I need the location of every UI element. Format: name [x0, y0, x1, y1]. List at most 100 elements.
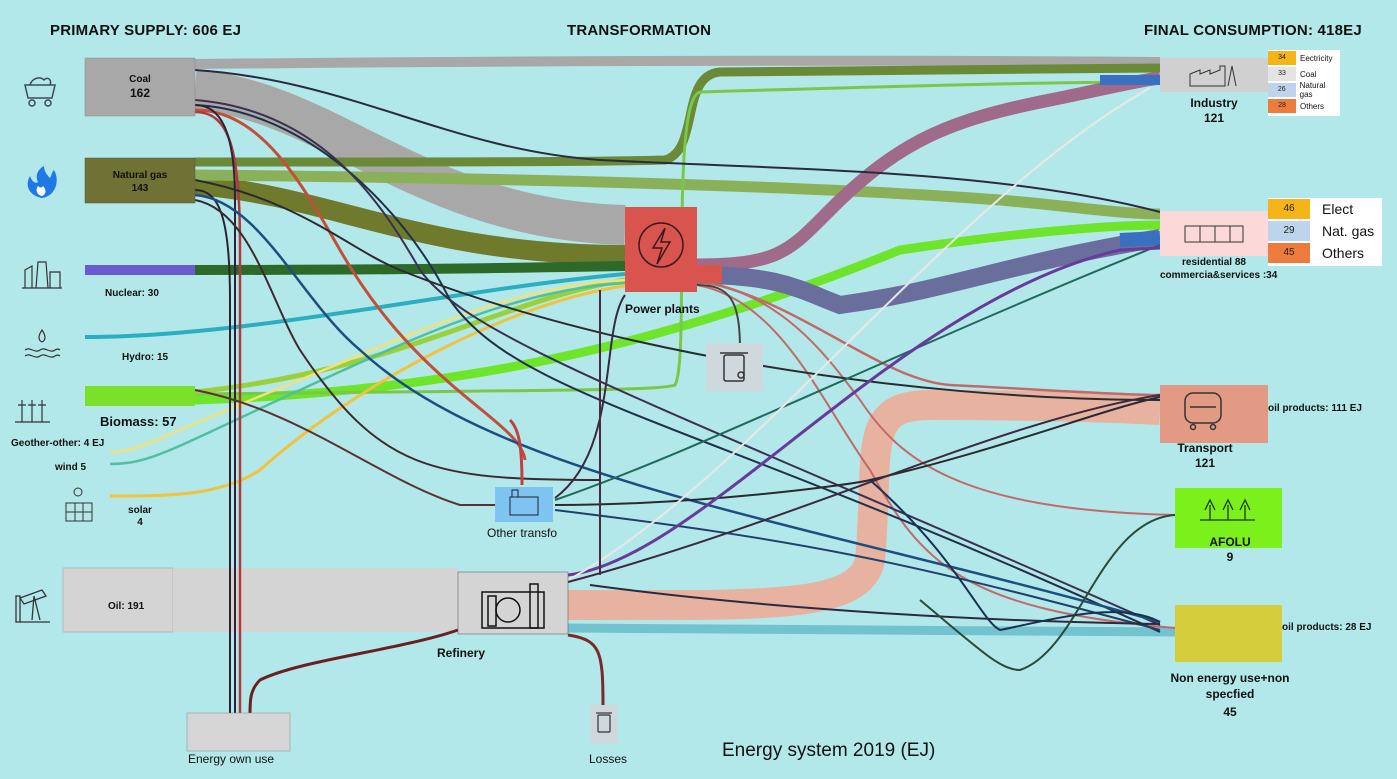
nonenergy-value: 45	[1223, 705, 1237, 719]
legend-row: 28 Others	[1268, 98, 1340, 114]
nonenergy-label: Non energy use+non	[1170, 671, 1290, 685]
nuclear-label: Nuclear: 30	[105, 288, 159, 299]
losses-label: Losses	[589, 752, 628, 766]
flow-biomass-source	[85, 386, 195, 406]
flame-icon	[27, 166, 57, 198]
losses-box	[590, 705, 618, 743]
transformation-header: TRANSFORMATION	[567, 22, 712, 39]
nonenergy-box	[1175, 605, 1282, 662]
hydro-icon	[24, 328, 61, 358]
legend-row: 46 Elect	[1268, 198, 1382, 220]
coal-value: 162	[129, 86, 151, 100]
legend-value: 45	[1268, 243, 1310, 263]
legend-row: 29 Nat. gas	[1268, 220, 1382, 242]
legend-label: Others	[1322, 245, 1365, 261]
primary-supply-header: PRIMARY SUPPLY: 606 EJ	[50, 22, 242, 39]
transport-box	[1160, 385, 1268, 443]
biomass-icon	[15, 400, 50, 423]
trash-icon-losses	[596, 712, 612, 733]
refinery-label: Refinery	[437, 646, 486, 660]
legend-label: Natural gas	[1299, 81, 1326, 99]
legend-value: 28	[1268, 99, 1296, 113]
final-consumption-header: FINAL CONSUMPTION: 418EJ	[1144, 22, 1362, 39]
legend-row: 33 Coal	[1268, 66, 1340, 82]
legend-value: 46	[1268, 199, 1310, 219]
solar-panel-icon	[65, 487, 93, 522]
biomass-label: Biomass: 57	[100, 414, 177, 429]
flow-coal-industry	[194, 55, 1161, 69]
diagram-title: Energy system 2019 (EJ)	[722, 740, 936, 761]
industry-label: Industry	[1190, 96, 1238, 110]
solar-label: solar	[128, 505, 152, 516]
flow-solar-powerplants	[109, 284, 626, 498]
legend-row: 26 Natural gas	[1268, 81, 1340, 99]
gas-label: Natural gas	[112, 170, 168, 181]
other-transfo-box	[495, 487, 553, 522]
refinery-icon	[481, 583, 545, 629]
oil-pump-icon	[15, 589, 50, 623]
legend-row: 34 Eectricity	[1268, 50, 1340, 66]
coal-cart-icon	[24, 77, 56, 107]
legend-label: Elect	[1322, 201, 1354, 217]
industry-value: 121	[1203, 111, 1225, 125]
bus-icon	[1184, 392, 1222, 431]
legend-value: 34	[1268, 51, 1296, 65]
flow-refinery-transport	[567, 389, 1161, 621]
trees-icon	[1200, 498, 1255, 521]
coal-label: Coal	[129, 74, 151, 85]
afolu-label: AFOLU	[1209, 535, 1251, 549]
flow-elec-industry	[696, 71, 1161, 272]
wind-label: wind 5	[55, 462, 87, 473]
residential-legend: 46 Elect 29 Nat. gas 45 Others	[1268, 198, 1382, 266]
nonenergy-oil-note: oil products: 28 EJ	[1282, 622, 1372, 633]
residential-label: residential 88	[1182, 257, 1246, 268]
gas-box	[84, 157, 196, 204]
flow-gas-powerplants	[194, 175, 626, 265]
flow-wind-powerplants	[109, 281, 626, 466]
commercial-label: commercia&services :34	[1160, 270, 1278, 281]
flow-elec-losses	[696, 284, 741, 351]
flow-hydro-powerplants	[84, 272, 626, 339]
energy-own-use-label: Energy own use	[188, 752, 275, 766]
refinery-box	[457, 571, 569, 635]
legend-value: 33	[1268, 67, 1296, 81]
legend-value: 26	[1268, 83, 1296, 97]
nuclear-plant-icon	[22, 261, 62, 289]
geother-label: Geother-other: 4 EJ	[11, 438, 105, 449]
legend-value: 29	[1268, 221, 1310, 241]
lightning-icon	[638, 222, 684, 268]
transport-value: 121	[1194, 456, 1216, 470]
flow-nuclear-powerplants	[194, 261, 626, 275]
energy-own-use-box	[186, 712, 291, 752]
flow-elec-afolu	[696, 281, 1176, 516]
oil-label: Oil: 191	[108, 601, 145, 612]
flow-elec-residential	[696, 229, 1162, 315]
flow-elec-residential-blue	[1119, 231, 1161, 247]
legend-row: 45 Others	[1268, 242, 1382, 264]
flow-gas-residential	[194, 169, 1161, 220]
coal-box	[84, 57, 196, 117]
industry-legend: 34 Eectricity 33 Coal 26 Natural gas 28 …	[1268, 50, 1340, 116]
industry-box	[1160, 58, 1268, 92]
flow-refinery-nonenergy	[567, 623, 1176, 637]
factory-industry-icon	[1189, 65, 1237, 87]
power-plants-out	[697, 265, 722, 283]
flow-geother-powerplants	[109, 278, 626, 454]
legend-label: Others	[1300, 101, 1325, 111]
flow-oil-source	[62, 567, 174, 633]
flow-elec-nonenergy	[696, 284, 1176, 629]
solar-value: 4	[137, 517, 143, 528]
legend-label: Coal	[1300, 69, 1317, 79]
factory-icon	[509, 489, 539, 516]
gas-value: 143	[131, 183, 149, 194]
building-icon	[1184, 225, 1244, 243]
power-plants-label: Power plants	[625, 302, 700, 316]
flow-nuclear-source	[85, 265, 195, 275]
losses-pp-box	[706, 343, 763, 391]
transport-label: Transport	[1177, 441, 1233, 455]
flow-biomass-powerplants	[194, 277, 626, 395]
other-transfo-label: Other transfo	[487, 526, 558, 540]
flow-elec-transport	[696, 278, 1161, 397]
